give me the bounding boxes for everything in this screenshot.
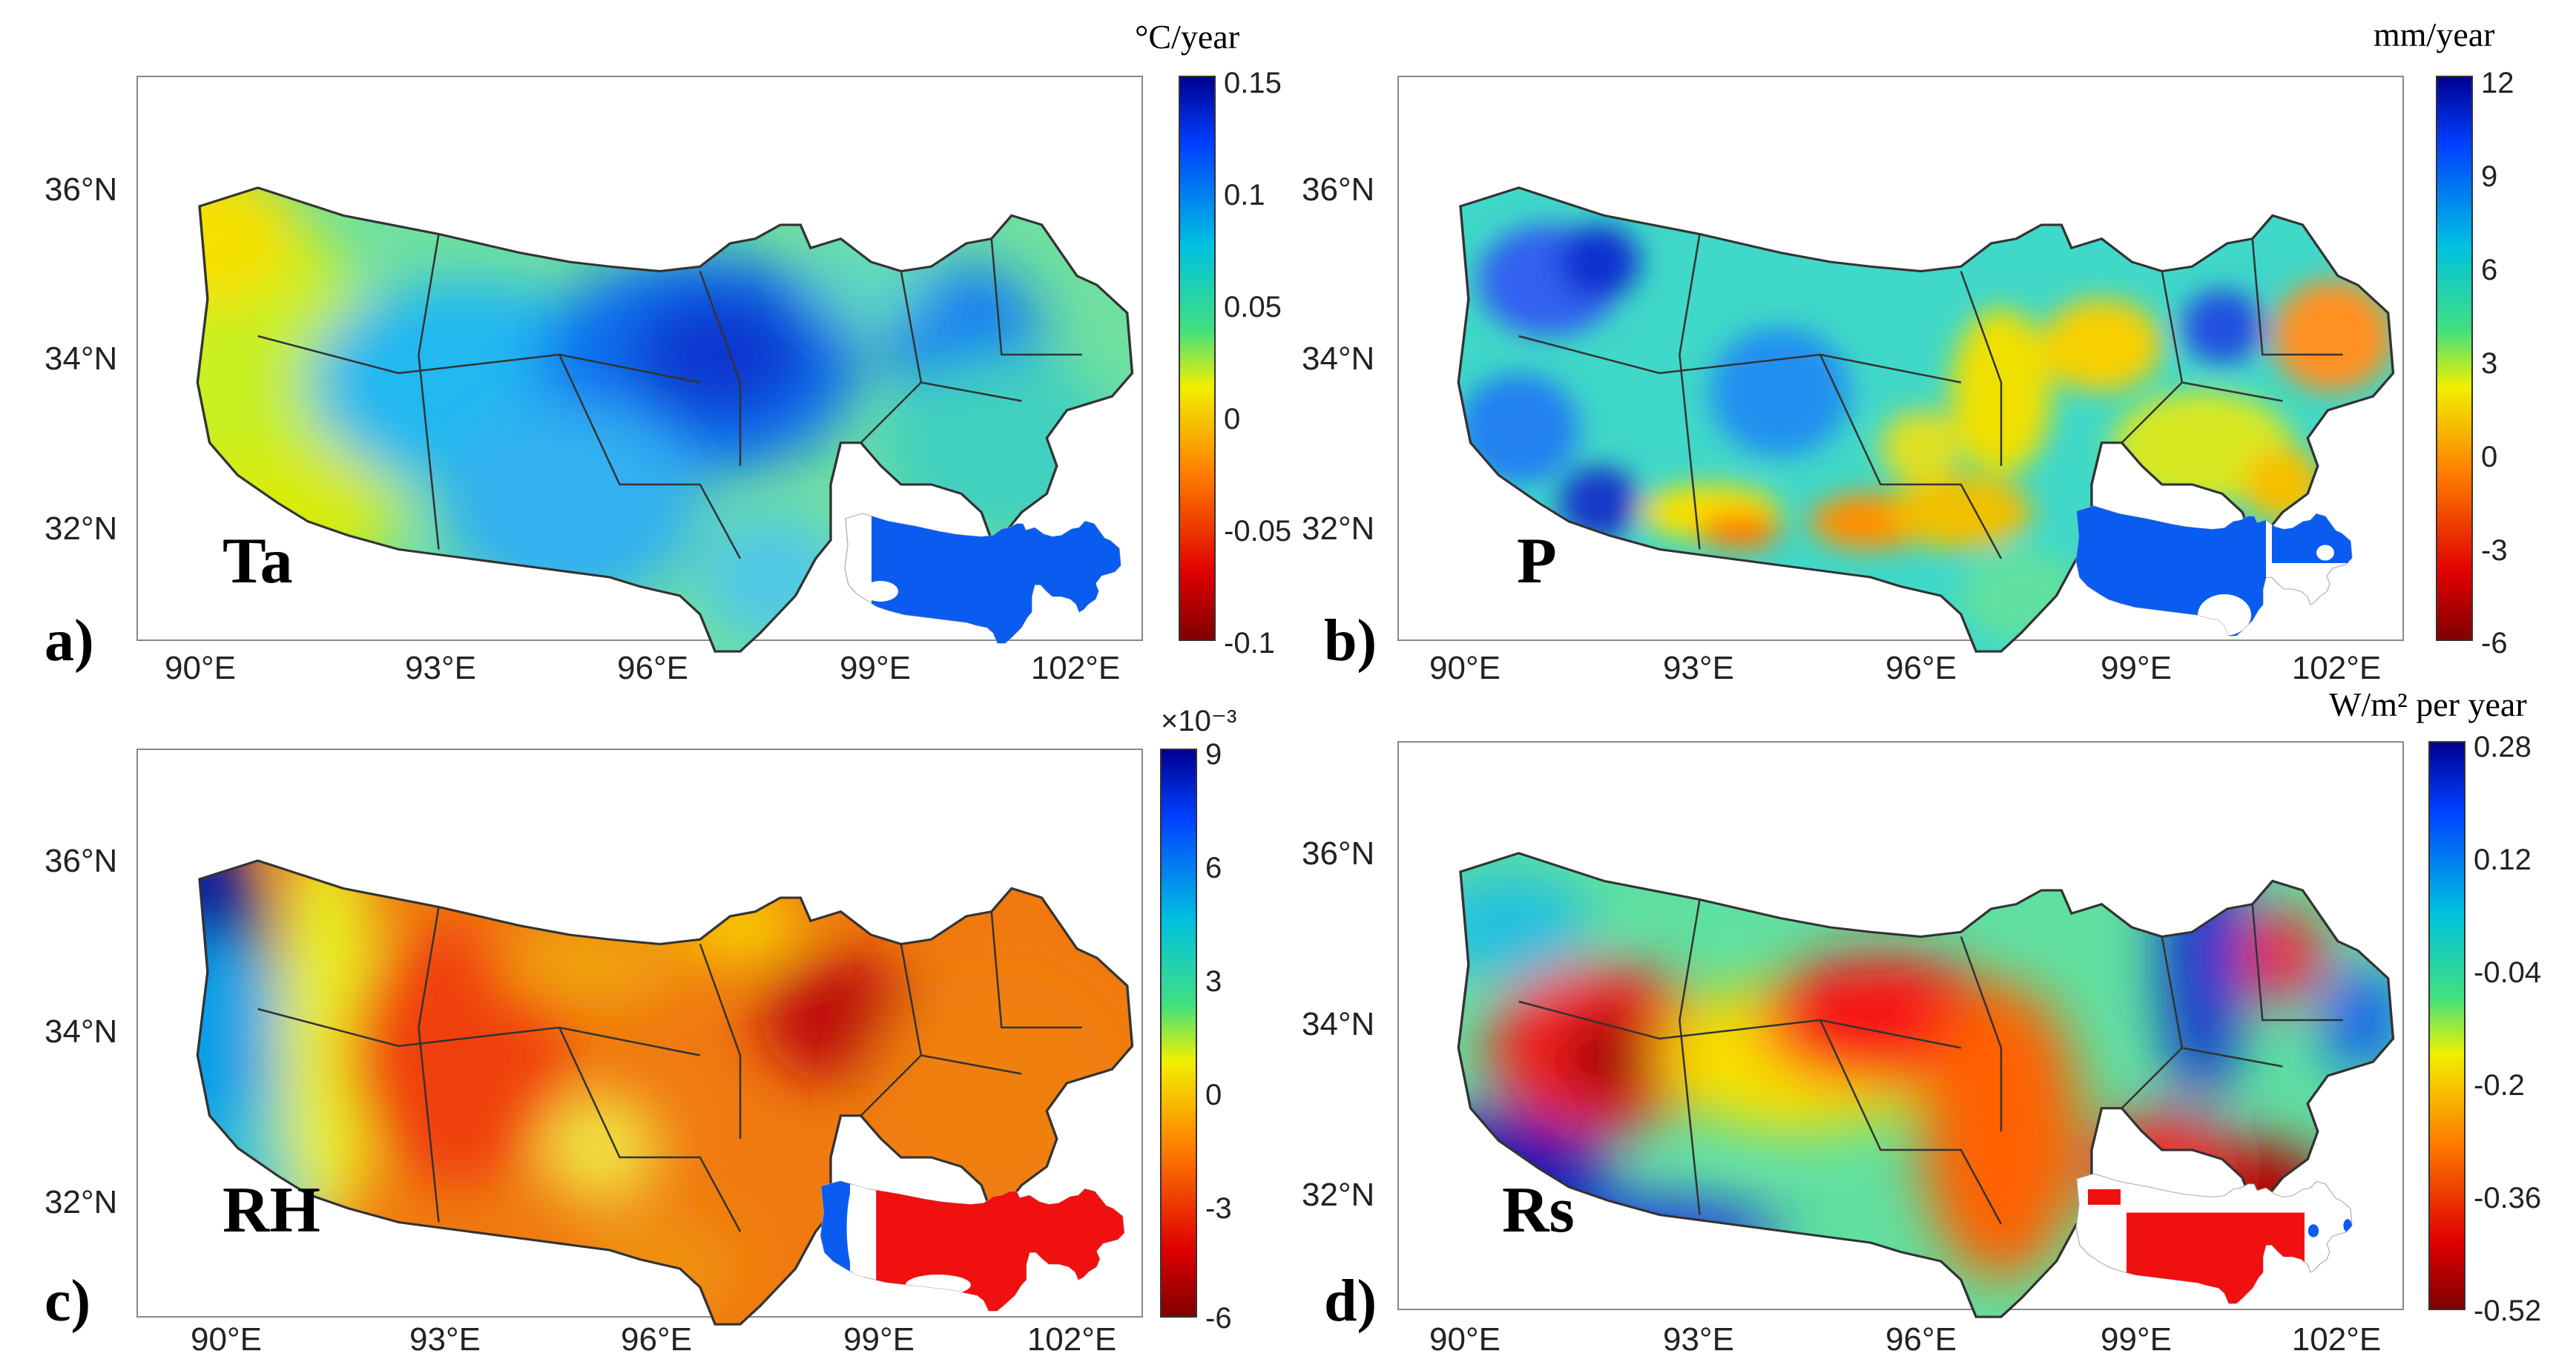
colorbar-tick: 6 [2481, 254, 2497, 286]
colorbar-tick: 9 [2481, 160, 2497, 193]
y-tick: 36°N [45, 843, 117, 879]
colorbar-tick: -6 [1205, 1302, 1232, 1335]
x-tick: 90°E [1429, 1321, 1501, 1358]
colorbar-frame [1160, 749, 1197, 1318]
y-tick: 32°N [1302, 510, 1374, 547]
colorbar-tick: -0.05 [1224, 515, 1291, 548]
panel-label: c) [45, 1269, 90, 1334]
colorbar-tick: -0.52 [2474, 1295, 2541, 1327]
panel-b: 36°N 34°N 32°N 90°E 93°E 96°E 99°E 102°E… [1302, 16, 2514, 686]
colorbar [2437, 76, 2472, 640]
x-tick: 90°E [1429, 650, 1501, 686]
x-tick: 96°E [1885, 650, 1957, 686]
y-tick: 36°N [1302, 171, 1374, 208]
colorbar-tick: -3 [2481, 534, 2508, 567]
x-tick: 93°E [1663, 1321, 1734, 1358]
colorbar-tick: 9 [1205, 738, 1222, 771]
x-tick: 102°E [1031, 650, 1120, 686]
colorbar-tick: 0.1 [1224, 179, 1265, 211]
colorbar-tick: -0.1 [1224, 627, 1275, 660]
x-tick: 102°E [2292, 1321, 2381, 1358]
unit-label: W/m² per year [2329, 686, 2527, 723]
colorbar-tick: 3 [2481, 347, 2497, 380]
y-tick: 34°N [1302, 341, 1374, 377]
panel-label: a) [45, 608, 94, 674]
variable-label: RH [223, 1174, 320, 1246]
colorbar-tick: 12 [2481, 67, 2514, 99]
colorbar [1161, 749, 1196, 1317]
x-tick: 93°E [409, 1321, 481, 1358]
variable-label: Ta [223, 525, 293, 597]
panel-label: d) [1324, 1269, 1377, 1334]
colorbar-frame [2428, 741, 2465, 1310]
x-tick: 90°E [191, 1321, 262, 1358]
colorbar-tick: 0 [2481, 441, 2497, 473]
variable-label: Rs [1502, 1174, 1575, 1246]
colorbar-tick: 0.05 [1224, 291, 1282, 323]
colorbar [2429, 742, 2465, 1309]
y-tick: 36°N [45, 171, 117, 208]
colorbar-tick: 0.15 [1224, 67, 1282, 99]
variable-label: P [1517, 525, 1557, 597]
y-tick: 34°N [45, 341, 117, 377]
x-tick: 99°E [2101, 1321, 2172, 1358]
unit-label: mm/year [2374, 16, 2495, 53]
colorbar-tick: 0 [1224, 403, 1240, 435]
panel-c: 36°N 34°N 32°N 90°E 93°E 96°E 99°E 102°E… [45, 705, 1236, 1358]
x-tick: 93°E [405, 650, 476, 686]
x-tick: 99°E [840, 650, 911, 686]
colorbar-tick: -0.04 [2474, 956, 2541, 989]
y-tick: 36°N [1302, 835, 1374, 872]
x-tick: 90°E [165, 650, 236, 686]
colorbar-frame [2436, 76, 2473, 641]
panel-d: 36°N 34°N 32°N 90°E 93°E 96°E 99°E 102°E… [1302, 686, 2541, 1358]
panel-label: b) [1324, 608, 1377, 674]
colorbar-tick: -6 [2481, 627, 2508, 660]
unit-label: °C/year [1135, 18, 1239, 56]
y-tick: 32°N [1302, 1177, 1374, 1213]
x-tick: 96°E [621, 1321, 692, 1358]
x-tick: 102°E [1027, 1321, 1116, 1358]
x-tick: 96°E [1885, 1321, 1957, 1358]
colorbar-tick: -0.36 [2474, 1182, 2541, 1214]
panel-a: 36°N 34°N 32°N 90°E 93°E 96°E 99°E 102°E… [45, 18, 1291, 686]
colorbar-tick: -0.2 [2474, 1069, 2525, 1102]
colorbar [1179, 76, 1215, 640]
colorbar-tick: -3 [1205, 1192, 1232, 1225]
x-tick: 102°E [2292, 650, 2381, 686]
colorbar-tick: 0 [1205, 1079, 1222, 1111]
x-tick: 93°E [1663, 650, 1734, 686]
y-tick: 32°N [45, 510, 117, 547]
colorbar-tick: 6 [1205, 852, 1222, 884]
colorbar-frame [1179, 76, 1216, 641]
colorbar-tick: 3 [1205, 965, 1222, 998]
x-tick: 99°E [2101, 650, 2172, 686]
colorbar-multiplier: ×10⁻³ [1161, 705, 1236, 737]
colorbar-tick: 0.28 [2474, 731, 2531, 763]
y-tick: 34°N [45, 1013, 117, 1050]
y-tick: 34°N [1302, 1006, 1374, 1042]
x-tick: 96°E [617, 650, 688, 686]
y-tick: 32°N [45, 1184, 117, 1220]
colorbar-tick: 0.12 [2474, 844, 2531, 876]
x-tick: 99°E [843, 1321, 915, 1358]
